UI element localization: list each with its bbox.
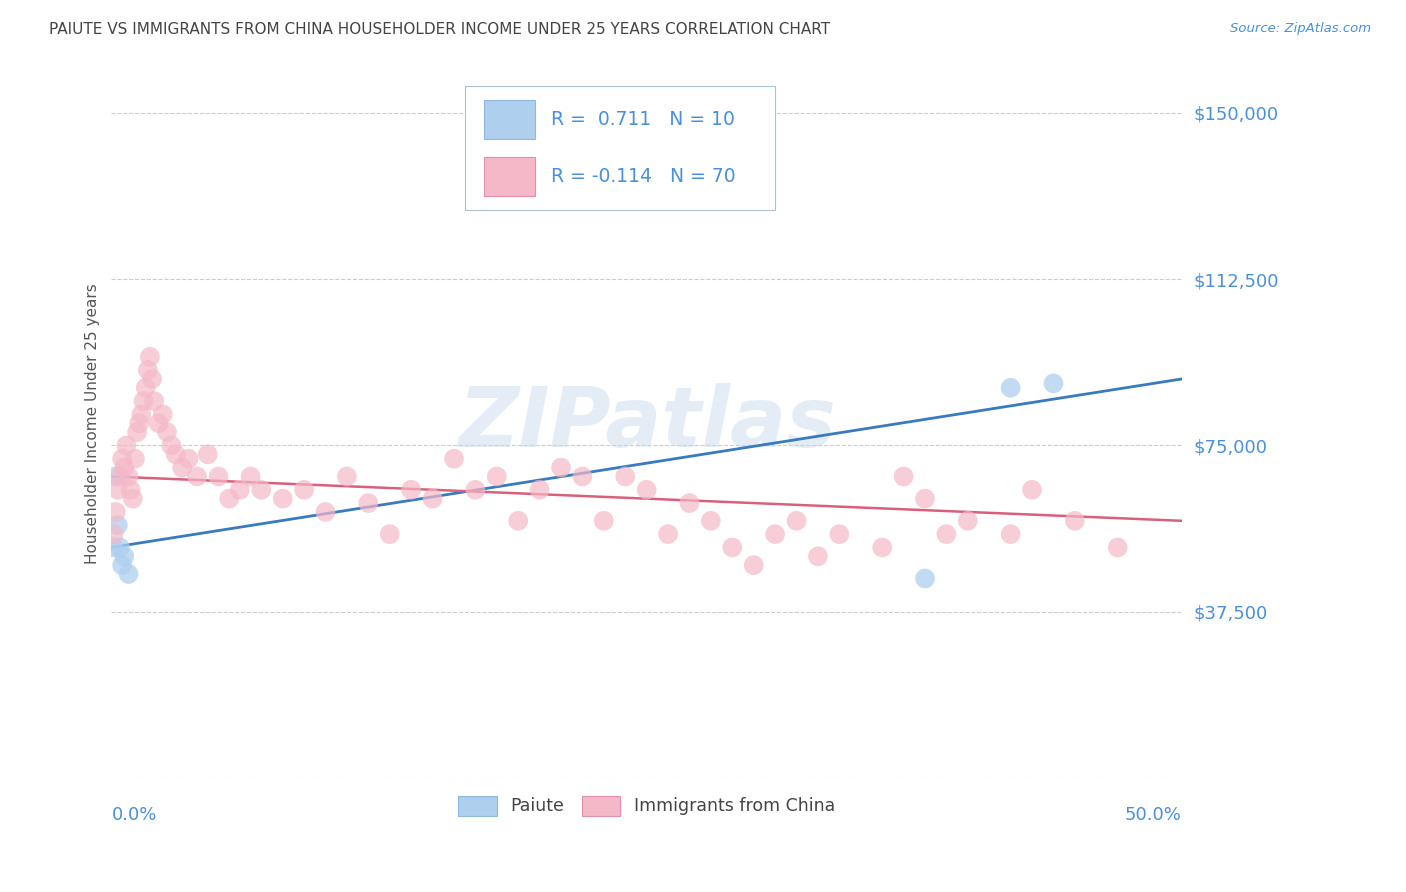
Point (742, 558, 765, 573)
Point (139, 350, 162, 364)
Point (143, 394, 166, 409)
Point (124, 451, 146, 466)
Point (292, 483, 315, 497)
Point (893, 469, 915, 483)
Point (115, 438, 138, 452)
Point (422, 491, 444, 506)
Text: Source: ZipAtlas.com: Source: ZipAtlas.com (1230, 22, 1371, 36)
Point (136, 363, 159, 377)
Point (229, 483, 252, 497)
Point (127, 425, 149, 439)
Point (250, 483, 273, 497)
Point (399, 483, 422, 497)
Point (108, 541, 131, 555)
Bar (484, 157, 536, 196)
Point (357, 496, 380, 510)
Point (103, 541, 125, 555)
Point (170, 460, 193, 475)
Bar (484, 101, 536, 139)
Point (614, 469, 637, 483)
Point (763, 527, 786, 541)
Text: ZIPatlas: ZIPatlas (458, 383, 835, 464)
Point (1107, 541, 1129, 555)
Point (197, 447, 219, 461)
Point (186, 469, 208, 483)
Point (1000, 381, 1022, 395)
Point (148, 417, 170, 431)
Point (160, 438, 183, 452)
Point (1021, 483, 1043, 497)
Point (107, 518, 129, 533)
Point (271, 491, 294, 506)
Point (678, 496, 700, 510)
Point (485, 469, 508, 483)
Point (131, 408, 153, 422)
Point (111, 558, 134, 573)
Point (592, 514, 614, 528)
Point (111, 451, 134, 466)
Point (914, 572, 936, 586)
Text: 0.0%: 0.0% (111, 806, 157, 824)
Point (218, 491, 240, 506)
Point (870, 541, 893, 555)
Point (550, 460, 572, 475)
Point (508, 514, 530, 528)
Point (1000, 527, 1022, 541)
Point (315, 505, 337, 519)
Point (914, 491, 936, 506)
Point (177, 451, 200, 466)
Point (239, 469, 262, 483)
Point (935, 527, 957, 541)
Point (786, 514, 808, 528)
Point (117, 469, 139, 483)
Point (956, 514, 979, 528)
Point (108, 469, 131, 483)
Point (165, 447, 187, 461)
Point (107, 483, 129, 497)
Point (104, 505, 127, 519)
Point (464, 483, 486, 497)
Point (132, 394, 155, 409)
Point (721, 541, 744, 555)
FancyBboxPatch shape (464, 87, 775, 211)
Point (807, 549, 830, 564)
Point (207, 469, 229, 483)
Y-axis label: Householder Income Under 25 years: Householder Income Under 25 years (86, 283, 100, 564)
Text: R =  0.711   N = 10: R = 0.711 N = 10 (551, 111, 735, 129)
Point (1063, 514, 1085, 528)
Point (1042, 376, 1064, 391)
Point (112, 549, 135, 564)
Point (141, 372, 163, 386)
Point (135, 381, 157, 395)
Point (152, 408, 174, 422)
Point (378, 527, 401, 541)
Point (657, 527, 679, 541)
Point (571, 469, 593, 483)
Point (117, 567, 139, 582)
Point (112, 460, 135, 475)
Point (103, 527, 125, 541)
Point (104, 469, 127, 483)
Point (120, 483, 142, 497)
Legend: Paiute, Immigrants from China: Paiute, Immigrants from China (451, 789, 842, 822)
Point (336, 469, 359, 483)
Text: 50.0%: 50.0% (1125, 806, 1182, 824)
Point (156, 425, 179, 439)
Point (700, 514, 723, 528)
Point (443, 451, 465, 466)
Point (828, 527, 851, 541)
Point (636, 483, 658, 497)
Point (121, 491, 143, 506)
Point (529, 483, 551, 497)
Text: R = -0.114   N = 70: R = -0.114 N = 70 (551, 167, 735, 186)
Text: PAIUTE VS IMMIGRANTS FROM CHINA HOUSEHOLDER INCOME UNDER 25 YEARS CORRELATION CH: PAIUTE VS IMMIGRANTS FROM CHINA HOUSEHOL… (49, 22, 831, 37)
Point (128, 417, 150, 431)
